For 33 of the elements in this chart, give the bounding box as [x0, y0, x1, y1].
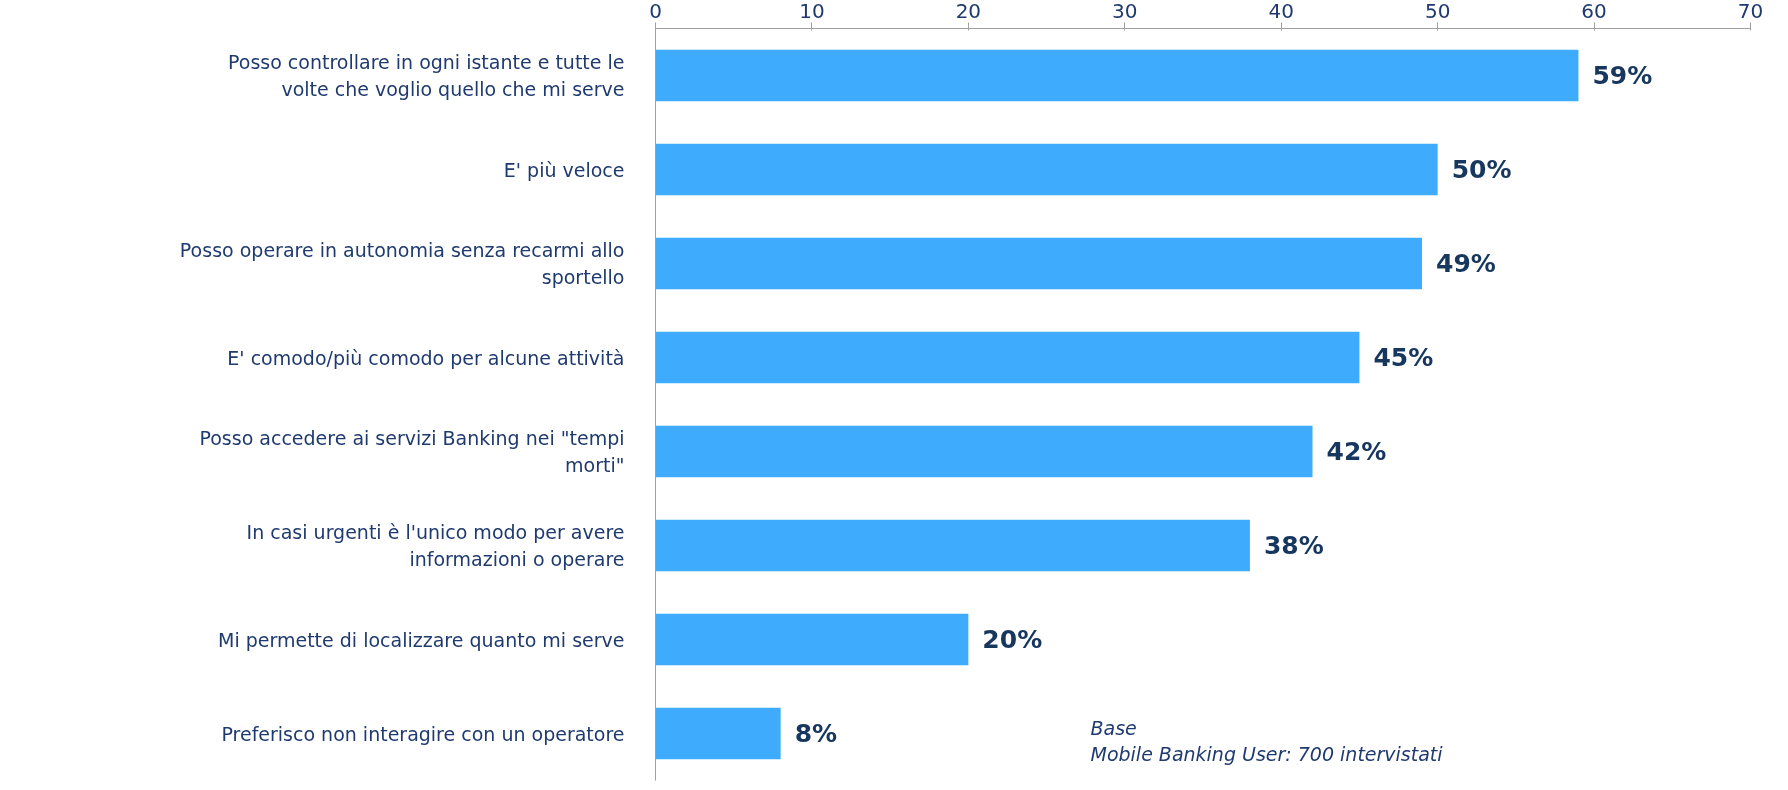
annotation: Base Mobile Banking User: 700 intervistati	[1090, 717, 1444, 766]
bar	[655, 237, 1422, 290]
bar	[655, 49, 1579, 102]
y-tick-label: In casi urgenti è l'unico modo per avere informazioni o operare	[246, 521, 625, 570]
bar	[655, 519, 1250, 572]
x-tick-label: 50	[1424, 0, 1451, 23]
data-label: 59%	[1592, 61, 1653, 90]
bar	[655, 707, 781, 760]
y-tick-label: Posso controllare in ogni istante e tutte le volte che voglio quello che mi serve	[228, 51, 625, 100]
data-label: 20%	[982, 625, 1043, 654]
x-tick-label: 60	[1581, 0, 1607, 23]
data-label: 49%	[1436, 249, 1496, 278]
x-tick-label: 20	[955, 0, 982, 23]
y-tick-label: Posso accedere ai servizi Banking nei "tempi morti"	[199, 427, 625, 476]
y-tick-label: Posso operare in autonomia senza recarmi allo sportello	[179, 239, 625, 288]
bar	[655, 425, 1313, 478]
y-tick-label: Preferisco non interagire con un operatore	[221, 722, 625, 745]
bar	[655, 143, 1438, 196]
x-tick-label: 30	[1112, 0, 1138, 23]
y-tick-label: E' più veloce	[503, 158, 625, 181]
x-tick-label: 0	[649, 0, 662, 23]
bar	[655, 613, 969, 666]
bar	[655, 331, 1360, 384]
data-label: 42%	[1326, 437, 1387, 466]
data-label: 45%	[1373, 343, 1434, 372]
data-label: 38%	[1263, 531, 1324, 560]
x-tick-label: 70	[1737, 0, 1764, 23]
x-tick-label: 40	[1268, 0, 1294, 23]
data-label: 50%	[1451, 155, 1512, 184]
data-label: 8%	[794, 719, 838, 748]
x-tick-label: 10	[799, 0, 825, 23]
y-tick-label: E' comodo/più comodo per alcune attività	[227, 346, 625, 369]
y-tick-label: Mi permette di localizzare quanto mi serve	[218, 628, 625, 651]
